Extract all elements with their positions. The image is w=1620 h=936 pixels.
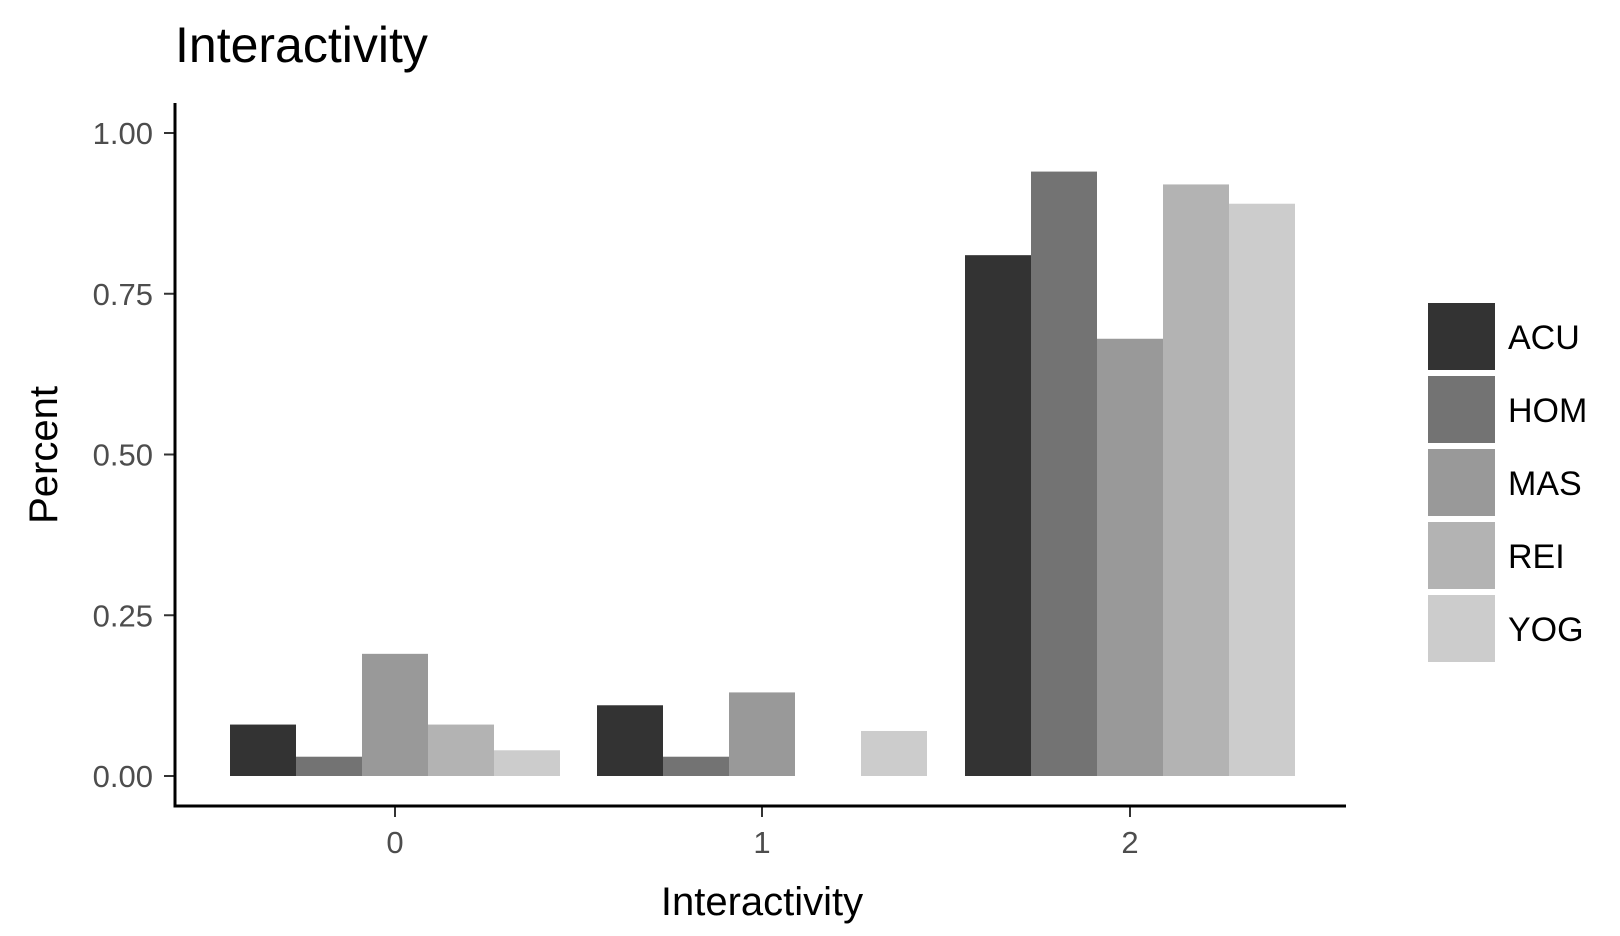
legend-label-mas: MAS [1508, 465, 1582, 503]
bar-mas-2 [1097, 338, 1163, 776]
bar-acu-0 [230, 724, 296, 776]
bar-rei-0 [428, 724, 494, 776]
legend-label-yog: YOG [1508, 611, 1584, 649]
bar-mas-0 [362, 653, 428, 776]
x-axis: 0 1 2 [386, 806, 1139, 860]
bar-mas-1 [729, 692, 795, 776]
y-axis: 0.00 0.25 0.50 0.75 1.00 [93, 116, 175, 794]
bar-hom-1 [663, 756, 729, 776]
y-tick-label: 1.00 [93, 116, 153, 151]
y-tick-label: 0.50 [93, 438, 153, 473]
x-tick-label: 0 [386, 825, 403, 860]
legend-label-hom: HOM [1508, 392, 1587, 430]
legend-key-rei [1428, 522, 1495, 589]
bars [230, 171, 1295, 777]
legend-key-mas [1428, 449, 1495, 516]
legend-key-yog [1428, 595, 1495, 662]
bar-yog-2 [1229, 203, 1295, 777]
legend: ACU HOM MAS REI YOG [1428, 303, 1587, 662]
x-tick-label: 1 [753, 825, 770, 860]
bar-acu-1 [597, 705, 663, 776]
chart-title: Interactivity [175, 17, 428, 73]
bar-rei-2 [1163, 184, 1229, 776]
legend-label-acu: ACU [1508, 319, 1580, 357]
legend-key-hom [1428, 376, 1495, 443]
y-tick-label: 0.25 [93, 598, 153, 633]
y-tick-label: 0.00 [93, 759, 153, 794]
bar-acu-2 [965, 255, 1031, 777]
y-tick-label: 0.75 [93, 277, 153, 312]
bar-yog-1 [861, 730, 927, 776]
legend-label-rei: REI [1508, 538, 1565, 576]
bar-hom-0 [296, 756, 362, 776]
y-axis-title: Percent [22, 386, 66, 524]
bar-hom-2 [1031, 171, 1097, 776]
x-tick-label: 2 [1121, 825, 1138, 860]
x-axis-title: Interactivity [661, 880, 863, 924]
legend-key-acu [1428, 303, 1495, 370]
bar-yog-0 [494, 750, 560, 776]
